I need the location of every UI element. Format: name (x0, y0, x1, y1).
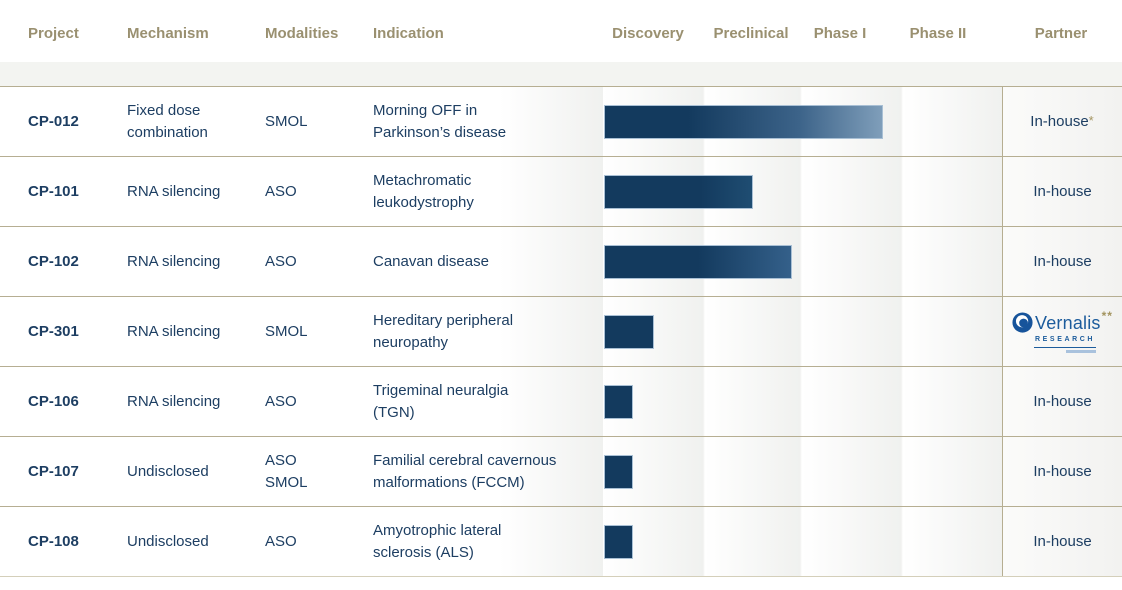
phase-track (603, 437, 1002, 506)
project-code: CP-108 (28, 532, 79, 550)
partner-footnote-stars: ** (1101, 309, 1113, 324)
project-code: CP-102 (28, 252, 79, 270)
indication-column-header: Indication (373, 25, 444, 42)
phase-track (603, 297, 1002, 366)
modalities-column-header: Modalities (265, 25, 339, 42)
pipeline-row: CP-101 RNA silencing ASO Metachromatic l… (0, 157, 1122, 227)
pipeline-row: CP-106 RNA silencing ASO Trigeminal neur… (0, 367, 1122, 437)
phase-track (603, 507, 1002, 576)
vernalis-swirl-icon (1012, 312, 1033, 333)
in-house-label: In-house (1033, 182, 1092, 200)
modalities-cell: ASO SMOL (265, 451, 308, 491)
progress-bar (604, 524, 633, 559)
pipeline-rows: CP-012 Fixed dose combination SMOL Morni… (0, 87, 1122, 577)
partner-cell: Vernalis ** RESEARCH (1002, 297, 1122, 366)
progress-bar (604, 244, 792, 279)
progress-bar (604, 174, 753, 209)
modalities-cell: SMOL (265, 322, 308, 340)
mechanism-cell: RNA silencing (127, 252, 221, 270)
modalities-cell: SMOL (265, 112, 308, 130)
indication-cell: Metachromatic leukodystrophy (373, 157, 603, 226)
mechanism-cell: Undisclosed (127, 532, 209, 550)
modalities-cell: ASO (265, 532, 297, 550)
phase-track (603, 367, 1002, 436)
progress-bar (604, 384, 633, 419)
vernalis-research-label: RESEARCH (1034, 335, 1097, 349)
partner-footnote-star: * (1088, 113, 1095, 129)
partner-cell: In-house (1002, 157, 1122, 226)
project-column-header: Project (28, 25, 79, 42)
progress-bar (604, 454, 633, 489)
phase-track (603, 157, 1002, 226)
progress-bar (604, 104, 883, 139)
mechanism-cell: RNA silencing (127, 392, 221, 410)
project-code: CP-101 (28, 182, 79, 200)
partner-cell: In-house (1002, 227, 1122, 296)
partner-cell: In-house (1002, 367, 1122, 436)
in-house-label: In-house (1033, 252, 1092, 270)
in-house-label: In-house (1033, 532, 1092, 550)
mechanism-cell: Undisclosed (127, 462, 209, 480)
indication-cell: Morning OFF in Parkinson’s disease (373, 87, 603, 156)
project-code: CP-301 (28, 322, 79, 340)
pipeline-row: CP-107 Undisclosed ASO SMOL Familial cer… (0, 437, 1122, 507)
phase-header-phase2: Phase II (909, 25, 967, 42)
partner-column-header: Partner (1034, 25, 1088, 42)
phase-track (603, 87, 1002, 156)
phase-header-phase1: Phase I (813, 25, 867, 42)
pipeline-row: CP-012 Fixed dose combination SMOL Morni… (0, 87, 1122, 157)
mechanism-column-header: Mechanism (127, 25, 209, 42)
modalities-cell: ASO (265, 392, 297, 410)
in-house-label: In-house (1033, 392, 1092, 410)
partner-cell: In-house (1002, 437, 1122, 506)
table-header: Project Mechanism Modalities Indication … (0, 0, 1122, 62)
phase-header-discovery: Discovery (612, 25, 684, 42)
indication-cell: Amyotrophic lateral sclerosis (ALS) (373, 507, 603, 576)
indication-cell: Familial cerebral cavernous malformation… (373, 437, 603, 506)
vernalis-name: Vernalis (1035, 312, 1101, 333)
in-house-label: In-house (1033, 462, 1092, 480)
indication-cell: Canavan disease (373, 227, 603, 296)
project-code: CP-106 (28, 392, 79, 410)
mechanism-cell: Fixed dose combination (127, 101, 208, 141)
phase-header-preclinical: Preclinical (713, 25, 789, 42)
pipeline-row: CP-102 RNA silencing ASO Canavan disease… (0, 227, 1122, 297)
indication-cell: Trigeminal neuralgia (TGN) (373, 367, 603, 436)
project-code: CP-012 (28, 112, 79, 130)
progress-bar (604, 314, 654, 349)
modalities-cell: ASO (265, 252, 297, 270)
pipeline-row: CP-108 Undisclosed ASO Amyotrophic later… (0, 507, 1122, 577)
partner-cell: In-house (1002, 507, 1122, 576)
vernalis-logo: Vernalis ** RESEARCH (1012, 309, 1113, 354)
partner-cell: In-house * (1002, 87, 1122, 156)
vernalis-tagline (1066, 350, 1097, 354)
phase-track (603, 227, 1002, 296)
modalities-cell: ASO (265, 182, 297, 200)
mechanism-cell: RNA silencing (127, 182, 221, 200)
mechanism-cell: RNA silencing (127, 322, 221, 340)
spacer-band (0, 62, 1122, 87)
project-code: CP-107 (28, 462, 79, 480)
in-house-label: In-house (1030, 112, 1089, 130)
indication-cell: Hereditary peripheral neuropathy (373, 297, 603, 366)
pipeline-row: CP-301 RNA silencing SMOL Hereditary per… (0, 297, 1122, 367)
